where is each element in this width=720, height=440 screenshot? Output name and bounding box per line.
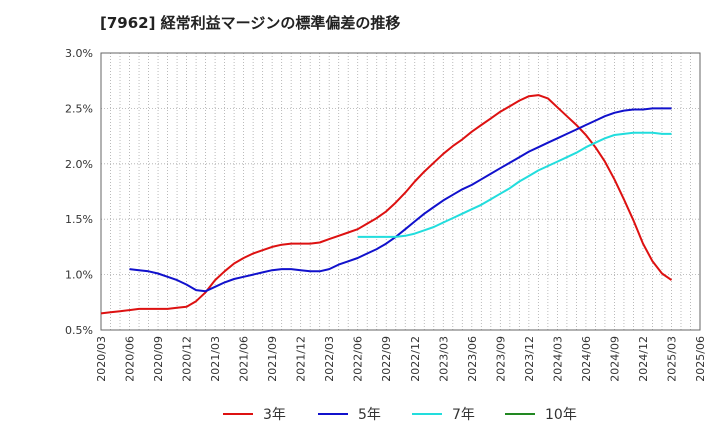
- y-tick-label: 1.5%: [65, 213, 93, 226]
- legend-label-0: 3年: [263, 407, 286, 423]
- series-line-1: [129, 107, 672, 293]
- x-tick-label: 2023/03: [437, 336, 450, 382]
- x-tick-label: 2020/12: [181, 336, 194, 382]
- x-tick-label: 2020/03: [95, 336, 108, 382]
- x-tick-label: 2025/03: [665, 336, 678, 382]
- x-tick-label: 2020/06: [124, 336, 137, 382]
- y-tick-label: 3.0%: [65, 47, 93, 60]
- x-tick-label: 2023/06: [466, 336, 479, 382]
- y-tick-label: 2.5%: [65, 102, 93, 115]
- x-tick-label: 2021/06: [238, 336, 251, 382]
- chart-title: [7962] 経常利益マージンの標準偏差の推移: [100, 14, 401, 32]
- x-tick-label: 2021/09: [266, 336, 279, 382]
- x-tick-label: 2021/03: [209, 336, 222, 382]
- y-tick-label: 2.0%: [65, 158, 93, 171]
- x-tick-label: 2021/12: [295, 336, 308, 382]
- y-tick-label: 0.5%: [65, 324, 93, 337]
- x-tick-label: 2025/06: [694, 336, 707, 382]
- legend-label-1: 5年: [358, 407, 381, 423]
- x-axis-ticks: 2020/03 2020/06 2020/09 2020/12 2021/03 2021/…: [95, 336, 707, 382]
- series-line-2: [357, 131, 672, 238]
- legend: 3年 5年 7年 10年: [223, 407, 577, 423]
- x-tick-label: 2024/03: [551, 336, 564, 382]
- x-tick-label: 2024/06: [580, 336, 593, 382]
- x-tick-label: 2023/09: [494, 336, 507, 382]
- legend-label-3: 10年: [545, 407, 577, 423]
- y-axis-ticks: 0.5% 1.0% 1.5% 2.0% 2.5% 3.0%: [65, 47, 93, 337]
- x-tick-label: 2024/12: [637, 336, 650, 382]
- x-tick-label: 2022/09: [380, 336, 393, 382]
- plot-area: [100, 52, 701, 331]
- x-tick-label: 2023/12: [523, 336, 536, 382]
- x-tick-label: 2022/03: [323, 336, 336, 382]
- series-line-0: [100, 94, 673, 315]
- x-tick-label: 2022/12: [409, 336, 422, 382]
- x-tick-label: 2020/09: [152, 336, 165, 382]
- legend-label-2: 7年: [452, 407, 475, 423]
- x-tick-label: 2024/09: [608, 336, 621, 382]
- series-lines: [100, 94, 673, 315]
- grid: [101, 53, 700, 330]
- x-tick-label: 2022/06: [352, 336, 365, 382]
- y-tick-label: 1.0%: [65, 269, 93, 282]
